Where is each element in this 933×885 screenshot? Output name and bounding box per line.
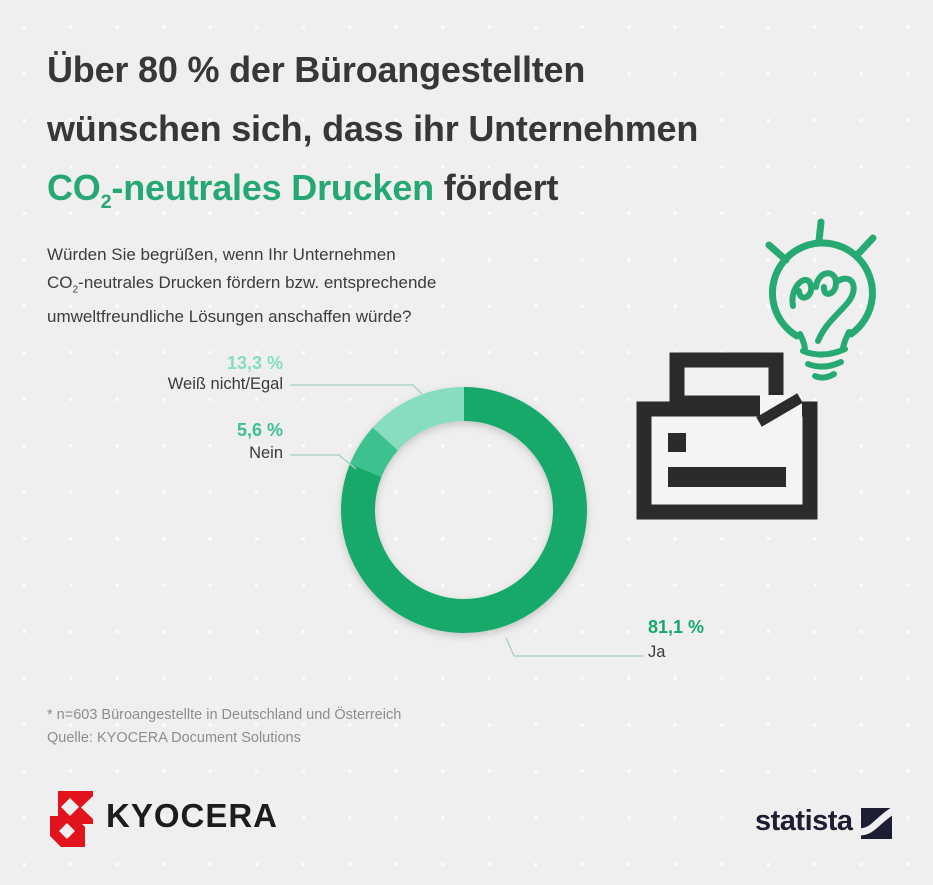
donut-segment-0	[341, 387, 587, 633]
kyocera-logo-mark	[50, 791, 93, 847]
title-line-1: Über 80 % der Büroangestellten	[47, 49, 586, 90]
question-line-3: umweltfreundliche Lösungen anschaffen wü…	[47, 307, 412, 327]
survey-question: Würden Sie begrüßen, wenn Ihr Unternehme…	[47, 241, 517, 331]
footnote: * n=603 Büroangestellte in Deutschland u…	[47, 704, 401, 750]
category-label-nein: Nein	[249, 444, 283, 462]
footnote-sample: * n=603 Büroangestellte in Deutschland u…	[47, 707, 402, 723]
donut-segments	[341, 387, 587, 633]
kyocera-logo: KYOCERA	[47, 790, 278, 848]
value-label-ja: 81,1 %	[648, 617, 705, 637]
idea-lightbulb-icon	[765, 218, 877, 381]
title-highlight: CO2-neutrales Drucken	[47, 167, 434, 214]
leader-line-weiss-nicht	[290, 384, 423, 395]
question-line-1: Würden Sie begrüßen, wenn Ihr Unternehme…	[47, 245, 396, 264]
question-line-2: CO2-neutrales Drucken fördern bzw. entsp…	[47, 272, 437, 295]
donut-segment-1	[349, 427, 399, 478]
statista-logo-text: statista	[755, 805, 853, 837]
page-title: Über 80 % der Büroangestellten wünschen …	[47, 40, 827, 232]
title-tail: fördert	[433, 167, 559, 208]
leader-line-ja	[505, 637, 644, 657]
statista-logo-mark	[860, 808, 892, 839]
statista-logo: statista	[755, 804, 892, 839]
category-label-weiss-nicht: Weiß nicht/Egal	[167, 375, 283, 393]
leader-line-nein	[290, 454, 357, 470]
kyocera-logo-text: KYOCERA	[106, 797, 279, 834]
value-label-nein: 5,6 %	[236, 420, 283, 440]
footnote-source: Quelle: KYOCERA Document Solutions	[47, 730, 301, 746]
donut-segment-2	[372, 387, 465, 451]
title-line-2: wünschen sich, dass ihr Unternehmen	[47, 108, 699, 149]
donut-chart	[290, 384, 644, 657]
value-label-weiss-nicht: 13,3 %	[226, 353, 283, 373]
category-label-ja: Ja	[648, 643, 666, 661]
printer-icon	[636, 352, 818, 520]
